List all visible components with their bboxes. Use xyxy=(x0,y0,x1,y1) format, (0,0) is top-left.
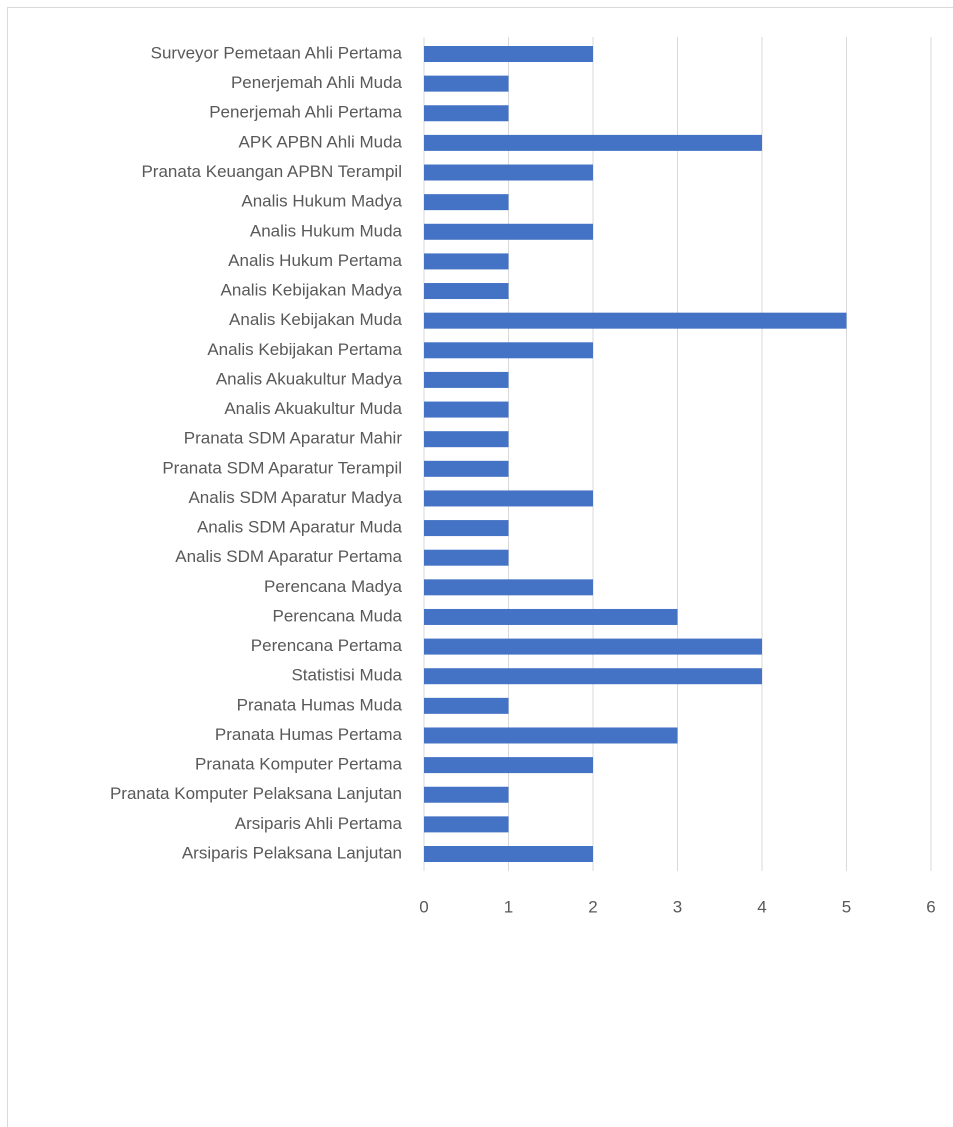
y-tick-label: Pranata Keuangan APBN Terampil xyxy=(141,162,402,181)
x-tick-label: 2 xyxy=(588,897,597,916)
chart-frame xyxy=(7,7,953,1127)
y-tick-label: Pranata SDM Aparatur Mahir xyxy=(184,429,403,448)
x-tick-label: 0 xyxy=(419,897,428,916)
bar xyxy=(424,431,509,448)
bar xyxy=(424,520,509,537)
x-tick-label: 6 xyxy=(926,897,935,916)
bar xyxy=(424,223,593,240)
x-tick-label: 4 xyxy=(757,897,766,916)
bar xyxy=(424,579,593,596)
bar xyxy=(424,757,593,774)
bar xyxy=(424,786,509,803)
y-tick-label: Perencana Madya xyxy=(264,577,403,596)
x-tick-label: 3 xyxy=(673,897,682,916)
bar xyxy=(424,164,593,181)
y-tick-label: Analis Kebijakan Pertama xyxy=(207,340,402,359)
y-tick-label: Arsiparis Ahli Pertama xyxy=(235,814,403,833)
bar xyxy=(424,283,509,300)
bar xyxy=(424,342,593,359)
y-tick-label: APK APBN Ahli Muda xyxy=(239,132,403,151)
y-tick-label: Analis SDM Aparatur Pertama xyxy=(175,547,402,566)
y-tick-label: Pranata Humas Pertama xyxy=(215,725,403,744)
bar xyxy=(424,194,509,211)
y-tick-label: Perencana Pertama xyxy=(251,636,403,655)
y-tick-label: Pranata Komputer Pertama xyxy=(195,755,402,774)
bar xyxy=(424,105,509,122)
y-tick-label: Surveyor Pemetaan Ahli Pertama xyxy=(151,43,403,62)
y-tick-label: Analis Hukum Madya xyxy=(241,192,402,211)
y-tick-label: Pranata SDM Aparatur Terampil xyxy=(162,458,402,477)
y-tick-label: Analis SDM Aparatur Muda xyxy=(197,518,403,537)
y-tick-label: Analis SDM Aparatur Madya xyxy=(188,488,402,507)
y-tick-label: Statistisi Muda xyxy=(291,666,402,685)
bar xyxy=(424,668,762,685)
y-tick-label: Analis Akuakultur Muda xyxy=(224,399,402,418)
bar xyxy=(424,134,762,151)
y-tick-label: Analis Hukum Muda xyxy=(250,221,403,240)
bar xyxy=(424,638,762,655)
bar xyxy=(424,371,509,388)
bar xyxy=(424,75,509,92)
y-tick-label: Analis Kebijakan Muda xyxy=(229,310,402,329)
y-tick-label: Pranata Komputer Pelaksana Lanjutan xyxy=(110,784,402,803)
y-tick-label: Arsiparis Pelaksana Lanjutan xyxy=(182,843,402,862)
x-tick-label: 1 xyxy=(504,897,513,916)
bar xyxy=(424,490,593,507)
bar xyxy=(424,253,509,270)
bar xyxy=(424,727,678,744)
y-tick-label: Pranata Humas Muda xyxy=(237,695,403,714)
bar xyxy=(424,608,678,625)
y-tick-label: Perencana Muda xyxy=(273,606,403,625)
y-tick-label: Analis Hukum Pertama xyxy=(228,251,402,270)
bar xyxy=(424,401,509,418)
bar xyxy=(424,46,593,62)
y-tick-label: Penerjemah Ahli Muda xyxy=(231,73,403,92)
y-tick-label: Analis Akuakultur Madya xyxy=(216,369,403,388)
bar xyxy=(424,697,509,714)
bar xyxy=(424,846,593,862)
bar xyxy=(424,549,509,566)
y-tick-label: Analis Kebijakan Madya xyxy=(221,281,403,300)
x-tick-label: 5 xyxy=(842,897,851,916)
bar xyxy=(424,816,509,833)
y-tick-label: Penerjemah Ahli Pertama xyxy=(209,103,402,122)
bar xyxy=(424,312,847,329)
bar xyxy=(424,460,509,477)
